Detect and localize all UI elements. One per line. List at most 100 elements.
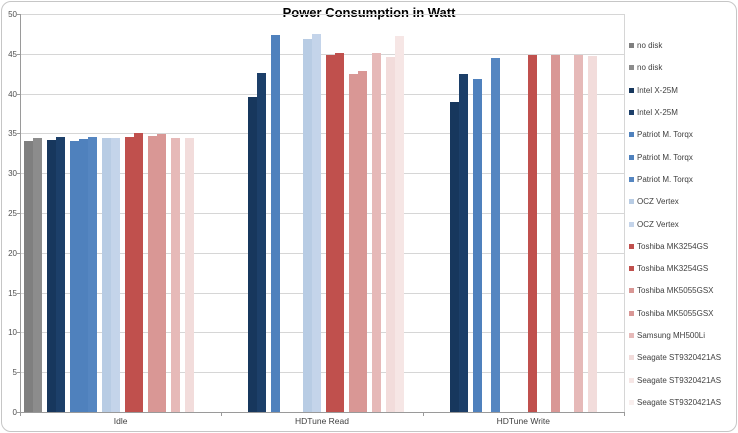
gridline (20, 292, 624, 294)
y-axis-tick-label: 35 (8, 129, 17, 139)
bar-slot (527, 55, 537, 412)
bar-slot (102, 138, 111, 412)
bar (33, 138, 42, 412)
bar-slot (573, 55, 583, 412)
legend-item: Intel X-25M (629, 86, 735, 95)
bar (79, 139, 88, 412)
legend-swatch-icon (629, 333, 634, 339)
bar-slot (56, 136, 65, 412)
x-axis-tick (20, 412, 21, 416)
y-axis-tick-label: 10 (8, 328, 17, 338)
bar-slot (472, 78, 482, 412)
legend-label: OCZ Vertex (637, 219, 679, 229)
legend-swatch-icon (629, 199, 634, 205)
gridline (20, 173, 624, 175)
legend-label: Seagate ST9320421AS (637, 398, 722, 407)
gridline (20, 332, 624, 334)
gridline (20, 252, 624, 254)
bar-slot (490, 57, 500, 412)
y-axis-tick-label: 25 (8, 209, 17, 218)
bar-slot (24, 140, 33, 412)
chart-title: Power Consumption in Watt (282, 5, 456, 20)
bar (449, 101, 459, 412)
y-axis-tick-label: 40 (8, 89, 17, 99)
bar-slot (395, 36, 405, 412)
legend-label: Patriot M. Torqx (637, 152, 693, 162)
legend-label: Patriot M. Torqx (637, 130, 693, 140)
legend-item: Intel X-25M (629, 108, 735, 117)
bar-slot (326, 54, 336, 412)
bar (271, 34, 281, 412)
bar (88, 137, 97, 412)
legend-label: Seagate ST9320421AS (637, 375, 722, 385)
bar-slot (550, 54, 560, 412)
legend-item: OCZ Vertex (629, 197, 735, 206)
bar-slot (248, 96, 258, 412)
y-axis-tick (17, 332, 20, 334)
legend-item: Patriot M. Torqx (629, 130, 735, 139)
bar-slot (185, 138, 194, 412)
y-axis-tick (17, 133, 20, 135)
gridline (20, 372, 624, 374)
y-axis-tick-label: 45 (8, 49, 17, 59)
legend-label: Patriot M. Torqx (637, 174, 693, 184)
legend-swatch-icon (629, 221, 634, 227)
legend-swatch-icon (629, 87, 634, 93)
x-axis-tick (422, 412, 424, 416)
x-axis-label: HDTune Write (496, 416, 550, 426)
y-axis-tick (17, 412, 20, 413)
legend-item: OCZ Vertex (629, 220, 735, 229)
y-axis-line (20, 14, 21, 413)
bar-slot (349, 73, 359, 412)
y-axis-tick-label: 0 (12, 408, 17, 417)
bar-slot (312, 33, 322, 412)
category-bars (221, 14, 422, 412)
y-axis-tick (17, 14, 20, 15)
legend-label: Toshiba MK3254GS (637, 264, 709, 274)
legend-swatch-icon (629, 377, 634, 383)
legend-item: Toshiba MK3254GS (629, 242, 735, 251)
bar (56, 136, 65, 412)
x-axis-label: Idle (113, 416, 128, 426)
bar (24, 140, 33, 412)
gridline (20, 93, 624, 95)
legend-label: Toshiba MK5055GSX (637, 308, 714, 318)
y-axis-tick (17, 292, 20, 294)
bar-slot (271, 34, 281, 412)
gridline (20, 133, 624, 135)
legend-item: Toshiba MK5055GSX (629, 309, 735, 318)
y-axis-tick (17, 213, 20, 214)
bar-slot (148, 135, 157, 412)
bar (303, 38, 313, 412)
bar (358, 71, 368, 412)
legend-swatch-icon (629, 176, 634, 182)
legend-item: Samsung MH500Li (629, 331, 735, 340)
bar-slot (88, 137, 97, 412)
bar-slot (33, 138, 42, 412)
bar (326, 54, 336, 412)
y-axis-tick (17, 173, 20, 175)
y-axis-tick (17, 53, 20, 55)
legend-swatch-icon (629, 288, 634, 294)
bar (248, 96, 258, 412)
bar-slot (386, 57, 396, 412)
y-axis-tick-label: 50 (8, 10, 17, 19)
bar-slot (358, 71, 368, 412)
bar (527, 55, 537, 412)
bar-slot (372, 53, 382, 412)
legend-label: no disk (637, 41, 663, 50)
bar (573, 55, 583, 412)
x-axis-tick (221, 412, 223, 416)
bar (312, 33, 322, 412)
bar (490, 57, 500, 412)
bar (587, 56, 597, 412)
bar (395, 36, 405, 412)
bar (257, 72, 267, 412)
gridline (20, 14, 624, 15)
y-axis-tick (17, 252, 20, 254)
legend-item: Toshiba MK3254GS (629, 264, 735, 273)
legend-label: OCZ Vertex (637, 197, 679, 207)
bar (125, 136, 134, 412)
legend-label: Seagate ST9320421AS (637, 353, 722, 363)
bar-slot (303, 38, 313, 412)
